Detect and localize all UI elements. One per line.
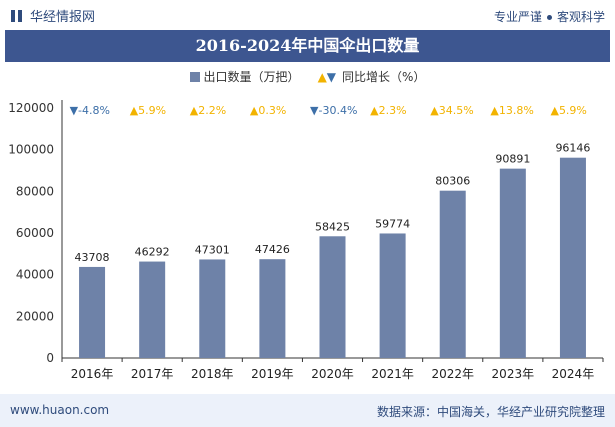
- growth-up-icon-5: ▲: [370, 104, 379, 117]
- chart-title: 2016-2024年中国伞出口数量: [195, 36, 420, 55]
- growth-label-4: -30.4%: [319, 104, 358, 117]
- y-tick-label-2: 40000: [16, 268, 54, 282]
- triangle-down-icon: ▼: [326, 70, 337, 84]
- data-source: 数据来源：中国海关，华经产业研究院整理: [376, 405, 605, 419]
- bar-value-label-3: 47426: [255, 243, 290, 256]
- growth-up-icon-7: ▲: [490, 104, 499, 117]
- growth-up-icon-1: ▲: [130, 104, 139, 117]
- slogan: 专业严谨 客观科学: [494, 8, 605, 25]
- bar-value-label-8: 96146: [555, 142, 590, 155]
- bar-0: [79, 266, 106, 358]
- x-tick-label-3: 2019年: [251, 367, 294, 381]
- bar-value-label-0: 43708: [75, 251, 110, 264]
- dot-separator-icon: [546, 15, 552, 20]
- bar-chart: 0 20000 40000 60000 80000 100000 120000 43708 20…: [8, 100, 604, 381]
- slogan-left: 专业严谨: [493, 10, 542, 24]
- y-tick-label-4: 80000: [16, 184, 54, 198]
- bar-4: [319, 236, 346, 358]
- growth-up-icon-8: ▲: [550, 104, 559, 117]
- x-tick-label-1: 2017年: [131, 367, 174, 381]
- bar-value-label-4: 58425: [315, 220, 350, 233]
- brand-name: 华经情报网: [30, 10, 96, 25]
- growth-label-2: 2.2%: [198, 104, 226, 117]
- x-tick-label-0: 2016年: [71, 367, 114, 381]
- y-tick-label-6: 120000: [8, 101, 54, 115]
- growth-up-icon-2: ▲: [190, 104, 199, 117]
- bar-7: [499, 168, 526, 358]
- bar-5: [379, 233, 406, 358]
- legend-bar-label: 出口数量（万把）: [203, 70, 300, 84]
- growth-up-icon-3: ▲: [250, 104, 259, 117]
- bar-value-label-5: 59774: [375, 217, 410, 230]
- growth-up-icon-6: ▲: [430, 104, 439, 117]
- bar-value-label-1: 46292: [135, 246, 170, 259]
- title-bar: 2016-2024年中国伞出口数量: [5, 30, 610, 62]
- bar-value-label-2: 47301: [195, 243, 230, 256]
- growth-down-icon-4: ▼: [310, 104, 319, 117]
- legend-growth-label: 同比增长（%）: [342, 70, 426, 84]
- bar-value-label-6: 80306: [435, 175, 470, 188]
- growth-label-8: 5.9%: [559, 104, 587, 117]
- footer: www.huaon.com 数据来源：中国海关，华经产业研究院整理: [0, 394, 615, 427]
- bar-1: [139, 261, 166, 358]
- x-tick-label-8: 2024年: [552, 367, 595, 381]
- top-bar: 华经情报网 专业严谨 客观科学: [0, 0, 615, 30]
- growth-down-icon-0: ▼: [70, 104, 79, 117]
- growth-label-5: 2.3%: [379, 104, 407, 117]
- y-tick-label-3: 60000: [16, 226, 54, 240]
- chart-legend: 出口数量（万把） ▲▼ 同比增长（%）: [0, 68, 615, 85]
- growth-label-7: 13.8%: [499, 104, 534, 117]
- y-tick-label-0: 0: [46, 351, 54, 365]
- x-tick-label-5: 2021年: [371, 367, 414, 381]
- bar-8: [559, 157, 586, 358]
- x-tick-label-7: 2023年: [492, 367, 535, 381]
- x-tick-label-4: 2020年: [311, 367, 354, 381]
- bar-legend-icon: [189, 72, 200, 82]
- brand-logo[interactable]: 华经情报网: [10, 6, 95, 25]
- x-tick-label-2: 2018年: [191, 367, 234, 381]
- y-tick-label-5: 100000: [8, 143, 54, 157]
- bar-6: [439, 190, 466, 358]
- bar-2: [199, 259, 226, 358]
- slogan-right: 客观科学: [556, 10, 605, 24]
- bar-3: [259, 259, 286, 358]
- growth-label-0: -4.8%: [78, 104, 110, 117]
- growth-label-1: 5.9%: [138, 104, 166, 117]
- growth-label-6: 34.5%: [439, 104, 474, 117]
- website-link[interactable]: www.huaon.com: [10, 403, 110, 417]
- logo-icon: [10, 9, 24, 23]
- y-tick-label-1: 20000: [16, 309, 54, 323]
- bar-value-label-7: 90891: [495, 153, 530, 166]
- growth-label-3: 0.3%: [258, 104, 286, 117]
- x-tick-label-6: 2022年: [431, 367, 474, 381]
- triangle-up-icon: ▲: [317, 70, 327, 84]
